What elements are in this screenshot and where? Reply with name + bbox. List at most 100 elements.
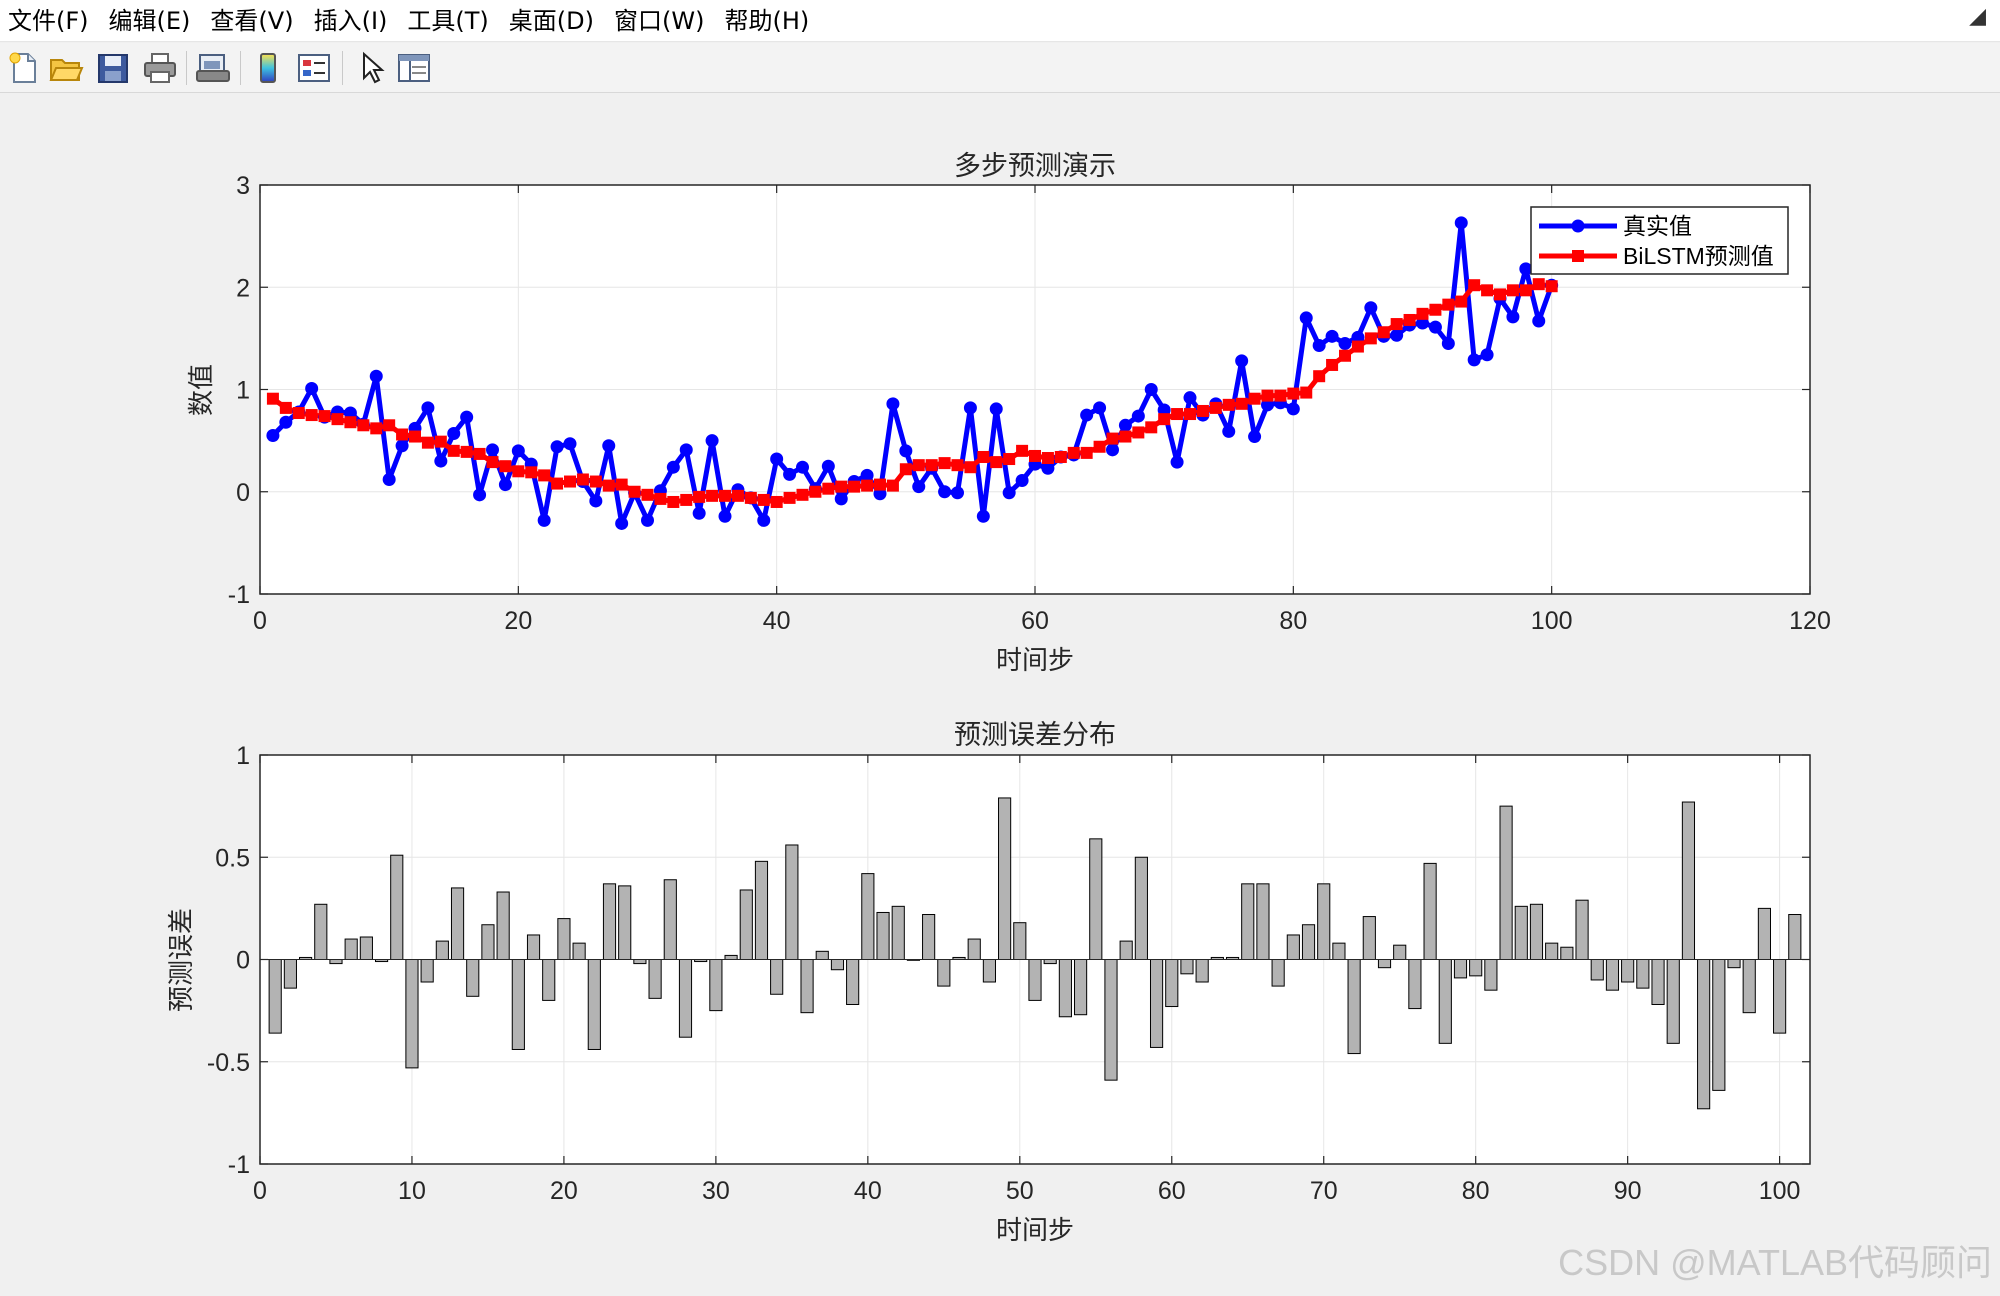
menu-file[interactable]: 文件(F)	[8, 6, 89, 35]
error-bar	[1651, 959, 1665, 1005]
true-value-point	[705, 434, 719, 448]
true-value-point	[1454, 216, 1468, 230]
prediction-point	[473, 447, 486, 460]
open-folder-icon[interactable]	[48, 51, 84, 85]
top-x-axis-label: 时间步	[996, 646, 1074, 676]
prediction-point	[499, 460, 512, 473]
menu-view[interactable]: 查看(V)	[210, 6, 294, 35]
error-bar	[1104, 959, 1118, 1081]
prediction-point	[680, 493, 693, 506]
error-bar	[1028, 959, 1042, 1001]
prediction-point	[809, 485, 822, 498]
x-tick-label: 100	[1759, 1177, 1801, 1205]
menu-desktop[interactable]: 桌面(D)	[508, 6, 594, 35]
prediction-point	[589, 475, 602, 488]
prediction-point	[1481, 284, 1494, 297]
legend-true-label: 真实值	[1623, 213, 1692, 239]
true-value-point	[1299, 311, 1313, 325]
print-preview-icon[interactable]	[195, 51, 231, 85]
y-tick-label: 0	[236, 479, 250, 507]
menu-bar: 文件(F) 编辑(E) 查看(V) 插入(I) 工具(T) 桌面(D) 窗口(W…	[0, 0, 2000, 42]
menu-edit[interactable]: 编辑(E)	[108, 6, 191, 35]
prediction-point	[1287, 387, 1300, 400]
bottom-x-axis-label: 时间步	[996, 1216, 1074, 1246]
true-value-point	[1364, 301, 1378, 315]
true-value-point	[421, 401, 435, 415]
new-file-icon[interactable]	[6, 51, 42, 85]
prediction-point	[925, 459, 938, 472]
prediction-point	[1377, 326, 1390, 339]
y-tick-label: 0.5	[215, 844, 250, 872]
true-value-point	[1441, 336, 1455, 350]
true-value-point	[305, 381, 319, 395]
x-tick-label: 120	[1789, 607, 1831, 635]
error-bar	[466, 959, 480, 997]
true-value-point	[589, 494, 603, 508]
true-value-point	[537, 513, 551, 527]
prediction-point	[512, 465, 525, 478]
error-bar	[1697, 959, 1711, 1110]
prediction-point	[434, 435, 447, 448]
prediction-point	[615, 478, 628, 491]
prediction-point	[1300, 386, 1313, 399]
error-bar	[1438, 959, 1452, 1044]
y-tick-label: 2	[236, 274, 250, 302]
error-bar	[1590, 959, 1604, 981]
prediction-point	[1119, 430, 1132, 443]
property-editor-icon[interactable]	[396, 51, 432, 85]
error-bar	[1241, 883, 1255, 961]
true-value-point	[498, 478, 512, 492]
prediction-point	[1442, 298, 1455, 311]
true-value-point	[382, 472, 396, 486]
error-bar	[861, 873, 875, 960]
prediction-point	[538, 469, 551, 482]
prediction-point	[874, 478, 886, 491]
menu-window[interactable]: 窗口(W)	[614, 6, 705, 35]
prediction-point	[1029, 449, 1041, 462]
error-bar	[283, 959, 297, 989]
prediction-point	[525, 466, 538, 479]
menu-help[interactable]: 帮助(H)	[724, 6, 810, 35]
error-bar	[618, 885, 632, 961]
menu-insert[interactable]: 插入(I)	[313, 6, 388, 35]
collapse-toolbar-icon[interactable]: ◢	[1969, 4, 1986, 29]
legend-box	[1530, 206, 1789, 275]
legend-icon[interactable]	[296, 51, 332, 85]
true-value-point	[473, 488, 487, 502]
error-bar	[815, 950, 829, 961]
prediction-point	[1390, 318, 1403, 331]
prediction-point	[1494, 288, 1506, 301]
error-bar	[344, 938, 358, 960]
true-value-point	[1519, 262, 1533, 276]
prediction-point	[331, 413, 344, 426]
prediction-point	[1403, 313, 1416, 326]
error-bar	[1256, 883, 1270, 961]
pointer-icon[interactable]	[352, 51, 388, 85]
true-value-point	[692, 506, 706, 520]
true-value-point	[796, 460, 809, 474]
bottom-axes[interactable]: 0 10 20 30 40 50 60 70 80 90 100 -1 -0.5 0 0.5 1	[207, 742, 1811, 1205]
y-tick-label: 1	[236, 377, 250, 405]
y-tick-label: -1	[228, 1151, 250, 1179]
menu-tools[interactable]: 工具(T)	[407, 6, 489, 35]
error-bar	[1757, 907, 1771, 960]
error-bar	[937, 959, 951, 987]
error-bar	[967, 938, 981, 960]
error-bar	[678, 959, 693, 1038]
error-bar	[1089, 838, 1103, 960]
prediction-point	[1339, 349, 1351, 362]
legend[interactable]: 真实值 BiLSTM预测值	[1530, 206, 1789, 275]
true-value-point	[1467, 353, 1481, 367]
true-value-point	[1390, 328, 1404, 342]
error-bar	[1666, 959, 1680, 1044]
error-bar	[1575, 899, 1589, 961]
print-icon[interactable]	[142, 51, 178, 85]
error-bar	[1453, 959, 1468, 979]
bottom-y-axis-label: 预测误差	[167, 908, 197, 1012]
true-value-point	[666, 460, 680, 474]
legend-true-marker	[1571, 219, 1585, 233]
colorbar-icon[interactable]	[250, 51, 286, 85]
save-icon[interactable]	[95, 51, 131, 85]
prediction-point	[266, 392, 279, 405]
prediction-point	[602, 479, 615, 492]
